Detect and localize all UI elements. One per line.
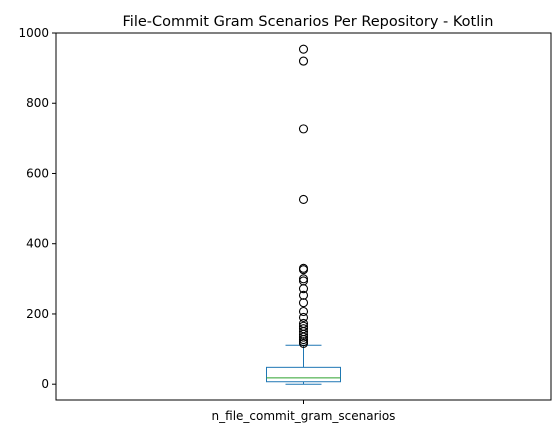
outlier-point [298,321,309,331]
outlier-point [298,194,309,205]
y-axis: 0 200 400 600 800 1000 [18,26,56,391]
outlier-point [298,312,309,323]
y-tick-label: 1000 [18,26,49,40]
plot-area [266,44,341,385]
y-tick-label: 200 [26,307,49,321]
interquartile-box [266,366,341,383]
outlier-point [298,324,309,334]
outlier-point [298,274,309,284]
y-tick-label: 400 [26,237,49,251]
chart-title: File-Commit Gram Scenarios Per Repositor… [123,14,494,30]
outlier-point [298,263,309,273]
outlier-point [298,306,309,317]
x-tick-label: n_file_commit_gram_scenarios [212,409,396,423]
axes-frame [55,32,552,401]
outlier-point [298,318,309,328]
outlier-point [298,44,309,54]
x-axis: n_file_commit_gram_scenarios [212,400,396,423]
outlier-point [298,298,309,308]
outlier-point [298,124,309,134]
y-tick-label: 600 [26,166,49,180]
y-tick-label: 800 [26,96,49,110]
y-tick-label: 0 [41,377,49,391]
outlier-point [298,56,309,66]
outlier-point [298,290,309,300]
